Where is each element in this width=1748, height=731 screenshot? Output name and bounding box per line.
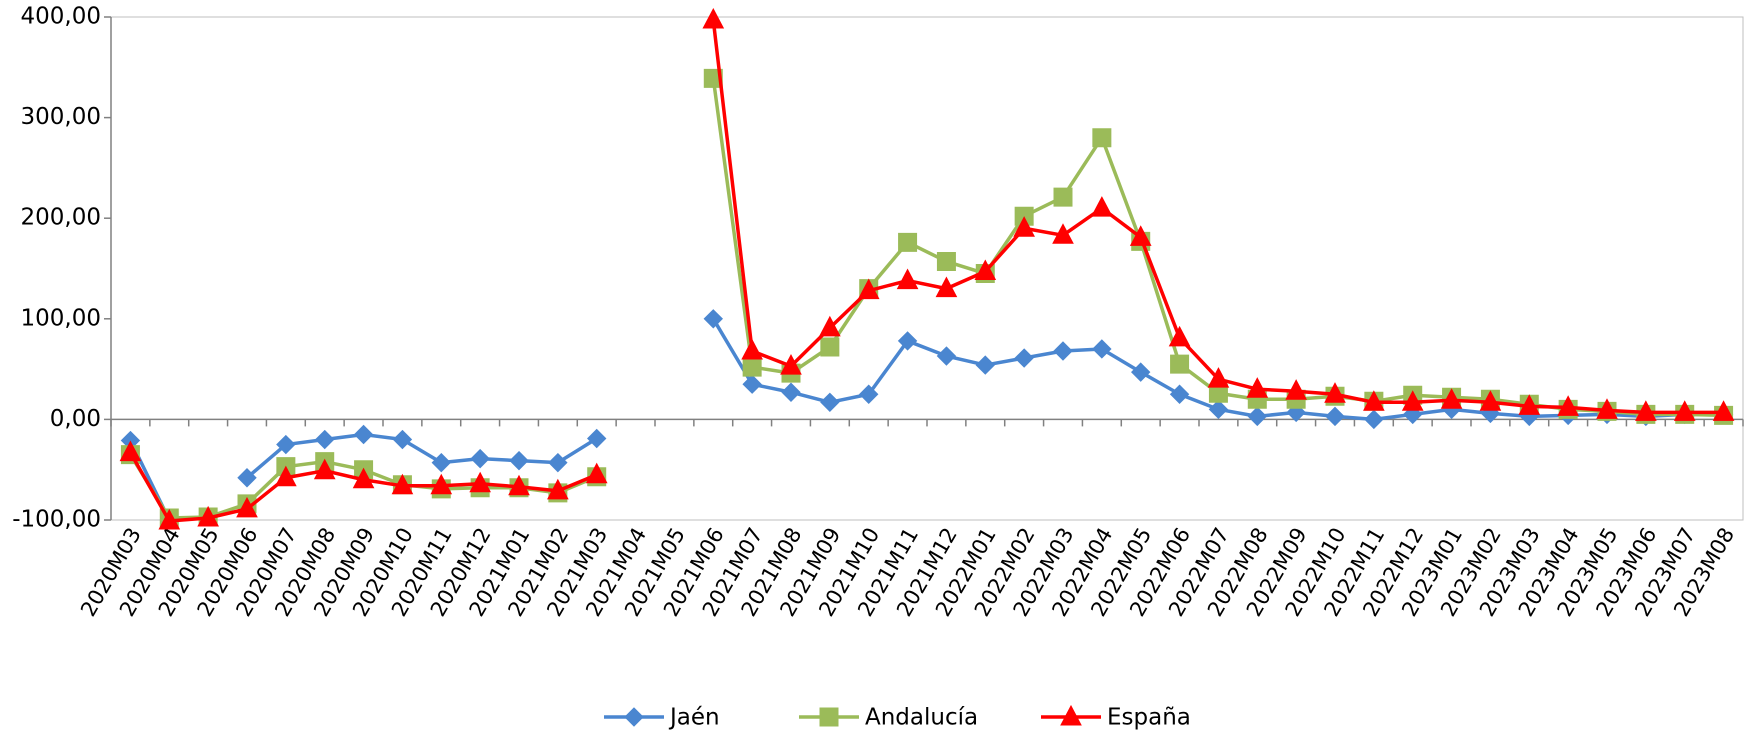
marker — [392, 429, 413, 450]
marker — [119, 440, 142, 462]
marker — [859, 384, 879, 404]
marker — [585, 462, 608, 484]
marker — [742, 357, 762, 377]
marker — [1092, 128, 1112, 148]
marker — [1013, 216, 1035, 237]
marker — [1052, 223, 1074, 244]
marker — [353, 424, 374, 445]
marker — [508, 474, 530, 496]
y-tick-label: 0,00 — [50, 406, 101, 432]
marker — [1673, 400, 1696, 421]
legend-label: Andalucía — [865, 705, 978, 731]
marker — [1325, 406, 1345, 427]
marker — [936, 346, 957, 366]
series-line — [711, 78, 1724, 418]
marker — [470, 448, 490, 469]
y-tick-label: 200,00 — [21, 205, 101, 231]
marker — [975, 355, 995, 375]
marker — [276, 434, 296, 455]
marker — [820, 392, 840, 413]
y-tick-label: 300,00 — [21, 104, 101, 130]
marker — [624, 707, 644, 727]
marker — [236, 496, 258, 518]
legend-label: España — [1107, 705, 1191, 731]
marker — [1129, 225, 1152, 246]
marker — [313, 458, 336, 480]
marker — [1060, 704, 1082, 726]
marker — [935, 276, 958, 298]
series-line — [245, 432, 598, 480]
marker — [1247, 406, 1267, 427]
marker — [1557, 395, 1579, 416]
marker — [742, 374, 762, 394]
marker — [1479, 390, 1502, 411]
marker — [391, 473, 414, 495]
marker — [1131, 362, 1151, 382]
marker — [1364, 409, 1384, 430]
marker — [936, 251, 956, 271]
marker — [898, 232, 918, 252]
marker — [1053, 187, 1073, 207]
marker — [1246, 377, 1269, 398]
legend-item: España — [1041, 705, 1191, 731]
marker — [469, 471, 491, 493]
marker — [1363, 390, 1385, 411]
marker — [509, 450, 529, 471]
marker — [1053, 341, 1073, 361]
marker — [819, 315, 841, 337]
marker — [1092, 339, 1112, 359]
marker — [587, 428, 607, 449]
plot-area — [110, 16, 1744, 521]
marker — [1014, 348, 1034, 368]
y-tick-label: 400,00 — [21, 4, 101, 30]
marker — [315, 429, 335, 450]
marker — [1324, 382, 1346, 403]
marker — [896, 268, 919, 290]
marker — [741, 338, 763, 360]
marker — [1596, 398, 1618, 419]
marker — [1168, 325, 1191, 347]
legend-item: Jaén — [604, 705, 720, 731]
marker — [547, 478, 569, 500]
marker — [703, 309, 723, 329]
y-tick-label: 100,00 — [21, 305, 101, 331]
marker — [1207, 367, 1230, 388]
legend-label: Jaén — [668, 705, 720, 731]
marker — [781, 382, 801, 402]
marker — [1014, 206, 1034, 226]
marker — [974, 259, 997, 281]
marker — [275, 465, 297, 487]
marker — [1401, 390, 1424, 411]
marker — [237, 468, 257, 488]
marker — [1169, 384, 1190, 404]
marker — [431, 452, 451, 473]
marker — [702, 7, 725, 29]
marker — [352, 467, 375, 489]
marker — [1440, 388, 1463, 409]
marker — [1170, 354, 1190, 374]
marker — [897, 331, 918, 351]
marker — [820, 337, 840, 357]
marker — [1091, 196, 1113, 217]
marker — [819, 707, 839, 727]
y-tick-label: -100,00 — [12, 507, 101, 533]
marker — [197, 505, 219, 527]
marker — [158, 508, 181, 530]
marker — [1208, 399, 1229, 420]
marker — [780, 354, 802, 375]
series-line — [711, 19, 1724, 415]
marker — [857, 278, 880, 300]
marker — [1712, 400, 1735, 421]
marker — [1285, 379, 1307, 400]
legend-item: Andalucía — [799, 705, 978, 731]
marker — [1518, 394, 1541, 415]
marker — [1635, 400, 1657, 421]
marker — [548, 452, 568, 473]
marker — [430, 473, 453, 495]
